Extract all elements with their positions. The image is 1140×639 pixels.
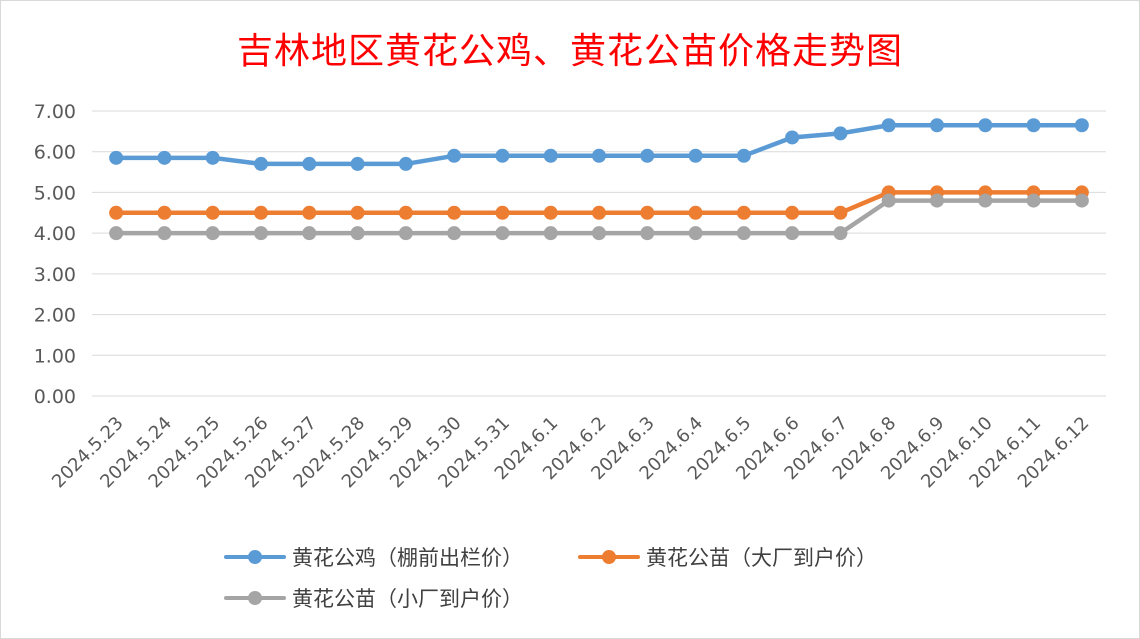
series-2-point-2 <box>205 205 220 220</box>
y-tick-label-1: 1.00 <box>34 345 76 367</box>
series-3-point-0 <box>109 226 124 241</box>
series-3-point-9 <box>543 226 558 241</box>
series-2-point-14 <box>785 205 800 220</box>
series-3-point-20 <box>1074 193 1089 208</box>
series-3-point-12 <box>688 226 703 241</box>
series-2-point-11 <box>640 205 655 220</box>
series-2-point-7 <box>447 205 462 220</box>
series-3-point-6 <box>398 226 413 241</box>
series-2-point-4 <box>302 205 317 220</box>
series-1-point-8 <box>495 148 510 163</box>
series-1-point-9 <box>543 148 558 163</box>
legend-item-series-1: 黄花公鸡（棚前出栏价） <box>224 542 523 572</box>
series-3-point-16 <box>881 193 896 208</box>
series-3-point-3 <box>254 226 268 241</box>
series-2-point-0 <box>109 205 124 220</box>
series-3-point-14 <box>785 226 800 241</box>
series-1-point-11 <box>640 148 655 163</box>
series-3-point-11 <box>640 226 655 241</box>
series-3-point-13 <box>736 226 751 241</box>
series-3-point-17 <box>930 193 944 208</box>
series-2-point-15 <box>833 205 848 220</box>
series-3-point-18 <box>978 193 993 208</box>
series-1-point-6 <box>398 156 413 171</box>
series-3-point-15 <box>833 226 848 241</box>
series-3-point-1 <box>157 226 172 241</box>
y-tick-label-6: 6.00 <box>34 142 76 164</box>
series-1-point-14 <box>785 130 800 145</box>
chart-title: 吉林地区黄花公鸡、黄花公苗价格走势图 <box>236 31 903 72</box>
y-tick-label-4: 4.00 <box>34 223 76 245</box>
series-3-point-7 <box>447 226 462 241</box>
series-3-point-2 <box>205 226 220 241</box>
legend: 黄花公鸡（棚前出栏价） 黄花公苗（大厂到户价） 黄花公苗（小厂到户价） <box>0 530 1140 620</box>
series-3-point-10 <box>592 226 606 241</box>
series-1-point-12 <box>688 148 703 163</box>
series-1-point-16 <box>881 118 896 133</box>
series-2-point-12 <box>688 205 703 220</box>
series-1-point-20 <box>1074 118 1089 133</box>
series-3-point-4 <box>302 226 317 241</box>
series-1-point-17 <box>930 118 944 133</box>
y-tick-label-7: 7.00 <box>34 101 76 123</box>
series-1-point-7 <box>447 148 462 163</box>
legend-label-series-2: 黄花公苗（大厂到户价） <box>646 546 877 570</box>
series-1-point-19 <box>1026 118 1041 133</box>
series-3-point-5 <box>350 226 365 241</box>
y-tick-label-0: 0.00 <box>34 386 76 408</box>
series-1-point-10 <box>592 148 606 163</box>
series-1-point-15 <box>833 126 848 141</box>
series-1-point-0 <box>109 150 124 165</box>
y-tick-label-5: 5.00 <box>34 182 76 204</box>
series-3-point-8 <box>495 226 510 241</box>
legend-item-series-3: 黄花公苗（小厂到户价） <box>224 583 523 613</box>
series-2-point-3 <box>254 205 268 220</box>
series-2-point-9 <box>543 205 558 220</box>
legend-marker-series-3 <box>224 588 286 608</box>
legend-item-series-2: 黄花公苗（大厂到户价） <box>578 542 877 572</box>
series-2-point-1 <box>157 205 172 220</box>
series-1-point-5 <box>350 156 365 171</box>
series-2-point-8 <box>495 205 510 220</box>
series-2-point-6 <box>398 205 413 220</box>
legend-marker-series-2 <box>578 547 640 567</box>
legend-label-series-3: 黄花公苗（小厂到户价） <box>292 587 523 611</box>
legend-marker-series-1 <box>224 547 286 567</box>
series-1-point-13 <box>736 148 751 163</box>
series-1-point-4 <box>302 156 317 171</box>
series-1-point-2 <box>205 150 220 165</box>
y-tick-label-3: 3.00 <box>34 264 76 286</box>
series-1-point-1 <box>157 150 172 165</box>
series-1-point-18 <box>978 118 993 133</box>
y-tick-label-2: 2.00 <box>34 305 76 327</box>
series-2-point-10 <box>592 205 606 220</box>
series-3-point-19 <box>1026 193 1041 208</box>
series-2-point-13 <box>736 205 751 220</box>
series-2-point-5 <box>350 205 365 220</box>
series-1-point-3 <box>254 156 268 171</box>
legend-label-series-1: 黄花公鸡（棚前出栏价） <box>292 546 523 570</box>
